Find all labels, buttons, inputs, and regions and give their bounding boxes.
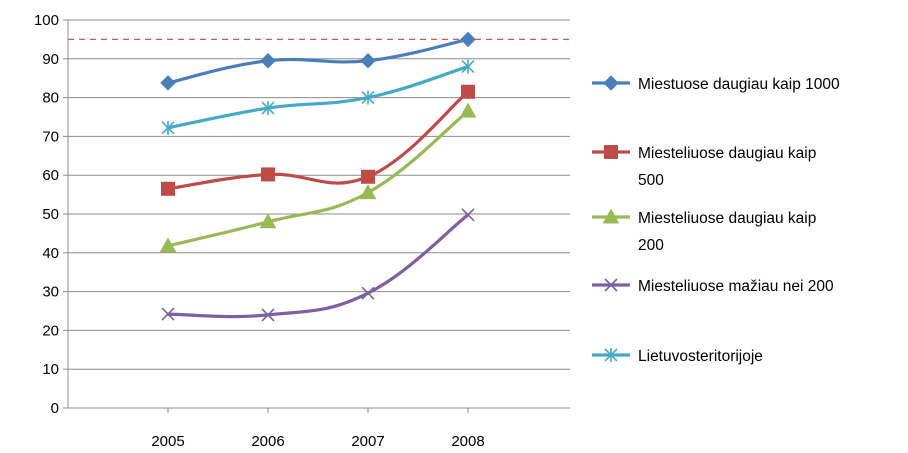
y-tick-label: 10: [42, 361, 59, 378]
data-point: [461, 208, 475, 222]
legend-marker: [604, 145, 618, 159]
x-tick-label: 2008: [451, 433, 484, 450]
legend-label: Miesteliuose mažiau nei 200: [638, 278, 834, 295]
series-line: [166, 90, 470, 191]
legend-item: Miestuose daugiau kaip 1000: [592, 75, 840, 93]
axes: 0 10 20 30 40 50 60 70 80 90 100 2005 2006 2007 2008: [34, 12, 570, 450]
legend-label: 500: [638, 172, 664, 189]
legend-marker: [602, 208, 620, 224]
data-point: [261, 167, 275, 182]
series-1: [160, 31, 476, 91]
data-point: [161, 307, 175, 321]
x-tick-label: 2006: [251, 433, 284, 450]
series-2: [161, 84, 475, 196]
series-line: [166, 64, 470, 130]
y-tick-label: 40: [42, 245, 59, 262]
legend-label: Miestuose daugiau kaip 1000: [638, 76, 840, 93]
legend-label: Miesteliuose daugiau kaip: [638, 145, 816, 162]
y-tick-label: 20: [42, 322, 59, 339]
x-tick-label: 2007: [351, 433, 384, 450]
data-point: [261, 308, 275, 322]
legend-marker: [603, 75, 619, 91]
data-point: [261, 101, 275, 116]
data-point: [460, 31, 476, 48]
data-point: [361, 90, 375, 105]
data-point: [361, 169, 375, 184]
legend-item: Lietuvosteritorijoje: [592, 348, 763, 365]
data-point: [160, 75, 176, 91]
series-line: [166, 37, 470, 85]
series-line: [166, 109, 470, 248]
data-point: [161, 181, 175, 196]
legend-marker: [604, 278, 618, 292]
y-tick-label: 70: [42, 128, 59, 145]
y-tick-label: 90: [42, 51, 59, 68]
legend-item: Miesteliuose mažiau nei 200: [592, 278, 834, 295]
data-point: [360, 53, 376, 69]
series-line: [166, 213, 470, 319]
data-point: [159, 237, 177, 253]
legend-label: Miesteliuose daugiau kaip: [638, 210, 816, 227]
y-tick-label: 60: [42, 167, 59, 184]
y-tick-label: 100: [34, 12, 59, 29]
data-point: [461, 59, 475, 74]
series-group: [159, 31, 477, 322]
legend-item: Miesteliuose daugiau kaip 200: [592, 208, 816, 254]
data-point: [461, 84, 475, 99]
data-point: [361, 286, 375, 300]
legend: Miestuose daugiau kaip 1000 Miesteliuose …: [592, 75, 840, 365]
data-point: [359, 184, 377, 200]
data-point: [161, 120, 175, 135]
y-tick-label: 30: [42, 284, 59, 301]
series-5: [161, 59, 475, 135]
series-4: [161, 208, 475, 322]
y-tick-label: 0: [51, 400, 59, 417]
y-tick-label: 80: [42, 90, 59, 107]
legend-item: Miesteliuose daugiau kaip 500: [592, 145, 816, 189]
data-point: [459, 102, 477, 118]
legend-marker: [604, 348, 618, 362]
legend-label: Lietuvosteritorijoje: [638, 348, 763, 365]
y-tick-label: 50: [42, 206, 59, 223]
data-point: [259, 213, 277, 229]
data-point: [260, 53, 276, 69]
x-tick-label: 2005: [151, 433, 184, 450]
gridlines: [68, 19, 570, 370]
legend-label: 200: [638, 237, 664, 254]
series-3: [159, 102, 477, 253]
